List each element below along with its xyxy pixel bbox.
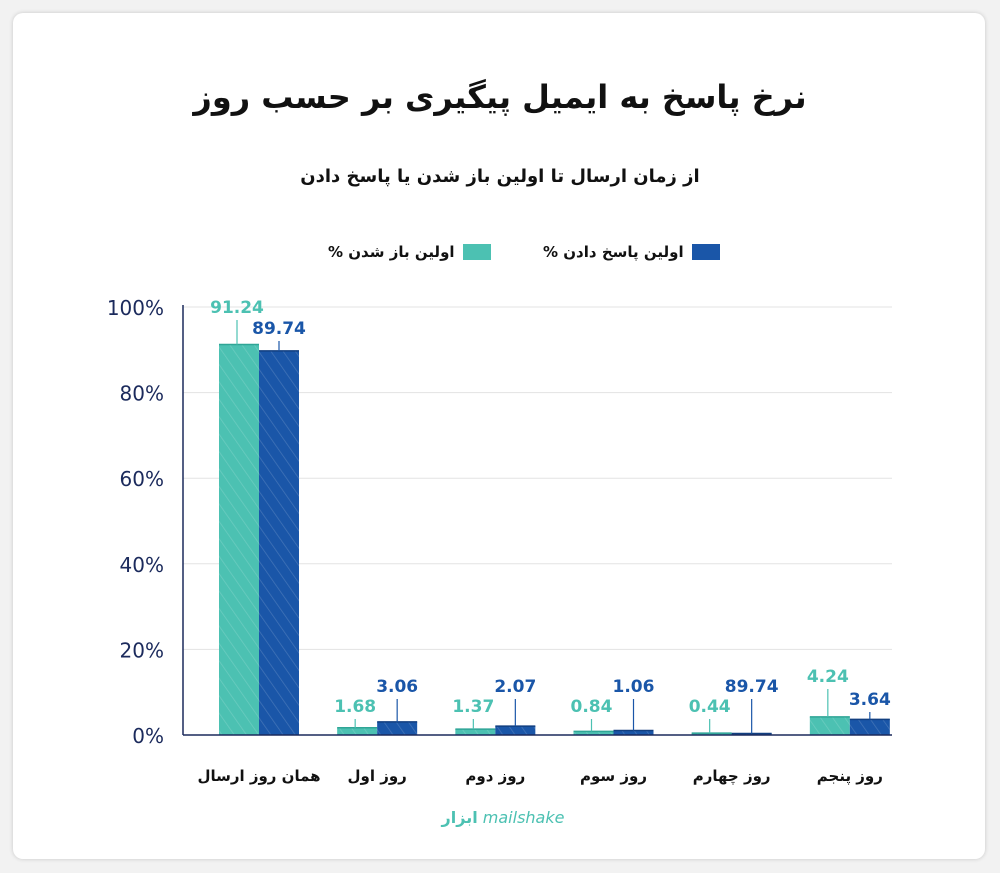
y-tick-label: 80% xyxy=(120,382,164,406)
x-tick-label: همان روز ارسال xyxy=(197,767,320,785)
labels-layer: 91.2489.741.683.061.372.070.841.060.4489… xyxy=(210,298,891,734)
legend-swatch-reply xyxy=(691,244,720,260)
data-label: 89.74 xyxy=(725,677,779,697)
x-tick-label: روز دوم xyxy=(465,767,525,785)
credit-line: ابزار mailshake xyxy=(0,808,1000,827)
data-label: 89.74 xyxy=(252,319,306,339)
bar-hatch xyxy=(219,344,259,735)
bar-hatch xyxy=(495,726,536,735)
bar-hatch xyxy=(377,721,418,735)
bar-hatch xyxy=(809,716,850,735)
bar-hatch xyxy=(337,727,378,735)
data-label: 3.64 xyxy=(849,690,891,710)
data-label: 4.24 xyxy=(807,667,849,687)
legend-item-open: اولین باز شدن % xyxy=(320,240,491,264)
chart-title: نرخ پاسخ به ایمیل پیگیری بر حسب روز xyxy=(193,78,807,116)
credit-word: ابزار xyxy=(441,808,478,827)
x-tick-label: روز سوم xyxy=(580,767,647,785)
grid-layer xyxy=(183,306,892,650)
axis-layer: 0% 20% 40% 60% 80% 100% همان روز ارسال روز اول ر… xyxy=(107,296,892,786)
data-label: 0.84 xyxy=(571,697,613,717)
bar-hatch xyxy=(573,731,614,735)
data-label: 91.24 xyxy=(210,298,264,318)
data-label: 1.37 xyxy=(452,697,494,717)
bar-hatch xyxy=(455,729,496,735)
y-tick-label: 60% xyxy=(120,467,164,491)
legend-label-reply: اولین پاسخ دادن % xyxy=(543,243,684,261)
data-label: 0.44 xyxy=(689,697,731,717)
bar-hatch xyxy=(613,730,654,735)
data-label: 3.06 xyxy=(376,677,418,697)
y-tick-label: 20% xyxy=(120,638,164,662)
x-tick-label: روز اول xyxy=(348,767,407,785)
y-tick-label: 100% xyxy=(107,296,164,320)
bar-hatch xyxy=(259,350,299,735)
legend-swatch-open xyxy=(462,244,491,260)
legend-label-open: اولین باز شدن % xyxy=(328,243,455,261)
y-tick-label: 0% xyxy=(132,724,164,748)
legend-item-reply: اولین پاسخ دادن % xyxy=(535,240,720,264)
credit-brand: mailshake xyxy=(482,808,565,827)
bars-layer xyxy=(219,343,890,735)
chart-subtitle: از زمان ارسال تا اولین باز شدن یا پاسخ د… xyxy=(300,166,700,187)
bar-hatch xyxy=(849,719,890,735)
data-label: 1.06 xyxy=(613,677,655,697)
x-tick-label: روز چهارم xyxy=(693,767,771,786)
x-tick-label: روز پنجم xyxy=(817,767,883,786)
bar-hatch xyxy=(691,733,732,735)
y-tick-label: 40% xyxy=(120,553,164,577)
data-label: 1.68 xyxy=(334,697,376,717)
data-label: 2.07 xyxy=(494,677,536,697)
